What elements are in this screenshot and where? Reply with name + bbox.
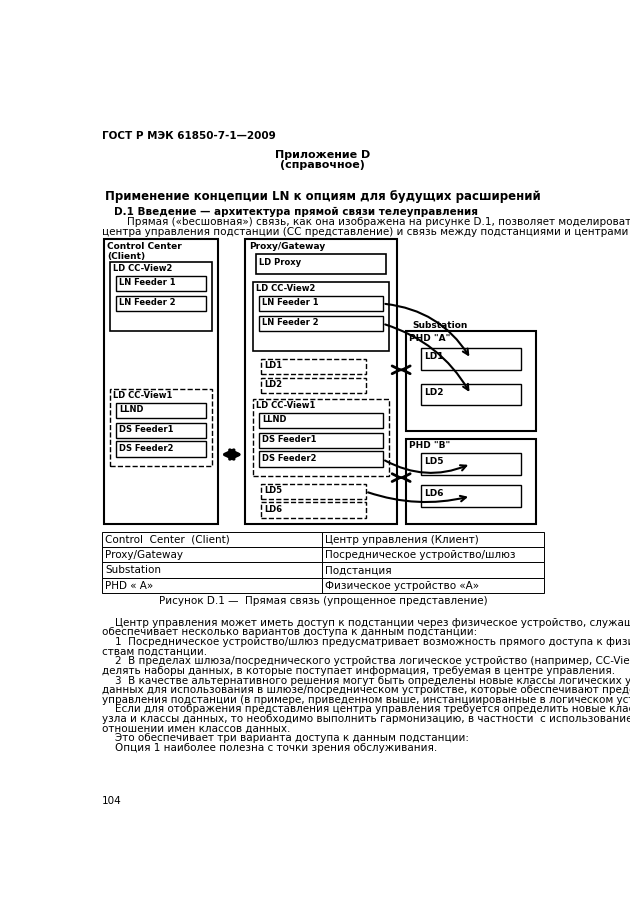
Text: LD CC-View1: LD CC-View1 [113,392,172,401]
Text: LN Feeder 2: LN Feeder 2 [119,299,176,307]
Bar [116,276,206,291]
Bar [421,486,520,507]
Text: данных для использования в шлюзе/посредническом устройстве, которые обеспечивают: данных для использования в шлюзе/посредн… [102,685,630,695]
Bar [406,439,536,524]
Bar [322,547,544,562]
Bar [421,348,520,370]
Bar [260,433,382,448]
Text: узла и классы данных, то необходимо выполнить гармонизацию, в частности  с испол: узла и классы данных, то необходимо выпо… [102,714,630,724]
Bar [322,531,544,547]
Bar [116,296,206,311]
Text: Если для отображения представления центра управления требуется определить новые : Если для отображения представления центр… [102,705,630,714]
Text: D.1 Введение — архитектура прямой связи телеуправления: D.1 Введение — архитектура прямой связи … [115,206,478,216]
Text: Proxy/Gateway: Proxy/Gateway [105,550,183,560]
Text: Физическое устройство «А»: Физическое устройство «А» [325,581,479,591]
Text: 1  Посредническое устройство/шлюз предусматривает возможность прямого доступа к : 1 Посредническое устройство/шлюз предусм… [102,637,630,647]
Text: LLND: LLND [263,415,287,425]
Bar [253,282,389,352]
Bar [322,578,544,593]
Bar [406,331,536,432]
Bar [116,403,206,418]
Bar [261,377,365,393]
Bar [260,296,382,311]
Text: LD1: LD1 [425,352,444,362]
Bar [102,578,322,593]
Text: DS Feeder1: DS Feeder1 [119,425,173,435]
Text: Подстанция: Подстанция [325,565,392,575]
Text: центра управления подстанции (СС представление) и связь между подстанциями и цен: центра управления подстанции (СС предста… [102,226,630,236]
Text: 104: 104 [102,796,122,806]
Text: Центр управления может иметь доступ к подстанции через физическое устройство, сл: Центр управления может иметь доступ к по… [102,618,630,628]
Text: DS Feeder2: DS Feeder2 [119,444,173,453]
Bar [260,316,382,331]
Text: DS Feeder1: DS Feeder1 [263,436,317,445]
Text: Control Center
(Client): Control Center (Client) [108,242,182,261]
Text: 2  В пределах шлюза/посреднического устройства логическое устройство (например, : 2 В пределах шлюза/посреднического устро… [102,656,630,666]
Text: LN Feeder 1: LN Feeder 1 [263,299,319,307]
Text: LD2: LD2 [425,387,444,396]
Bar [260,451,382,467]
Text: отношении имен классов данных.: отношении имен классов данных. [102,724,290,734]
Text: PHD "B": PHD "B" [409,441,450,450]
Text: DS Feeder2: DS Feeder2 [263,454,317,463]
Bar [245,239,396,524]
Text: Центр управления (Клиент): Центр управления (Клиент) [325,535,479,544]
Bar [110,262,212,331]
Text: LD Proxy: LD Proxy [260,258,301,268]
Text: Substation: Substation [412,321,467,331]
Text: ствам подстанции.: ствам подстанции. [102,646,207,656]
Bar [102,547,322,562]
Text: LLND: LLND [119,405,144,415]
Bar [256,255,386,274]
Text: LD6: LD6 [425,489,444,498]
Text: Рисунок D.1 —  Прямая связь (упрощенное представление): Рисунок D.1 — Прямая связь (упрощенное п… [159,596,487,606]
Text: Control  Center  (Client): Control Center (Client) [105,535,230,544]
Text: PHD "A": PHD "A" [409,333,450,342]
Bar [260,413,382,428]
Bar [103,239,218,524]
Bar [261,484,365,499]
Bar [116,441,206,456]
Text: управления подстанции (в примере, приведенном выше, инстанциированные в логическ: управления подстанции (в примере, привед… [102,695,630,705]
Text: Прямая («bесшовная») связь, как она изображена на рисунке D.1, позволяет моделир: Прямая («bесшовная») связь, как она изоб… [115,216,630,226]
Text: делять наборы данных, в которые поступает информация, требуемая в центре управле: делять наборы данных, в которые поступае… [102,666,615,676]
Text: PHD « А»: PHD « А» [105,581,153,591]
Text: LD5: LD5 [264,486,282,495]
Text: 3  В качестве альтернативного решения могут быть определены новые классы логичес: 3 В качестве альтернативного решения мог… [102,676,630,686]
Text: LD5: LD5 [425,456,444,466]
Text: LD2: LD2 [264,380,282,389]
Text: LD CC-View2: LD CC-View2 [256,284,316,293]
Bar [116,423,206,438]
Text: Применение концепции LN к опциям для будущих расширений: Применение концепции LN к опциям для буд… [105,191,541,204]
Bar [421,383,520,405]
Text: обеспечивает несколько вариантов доступа к данным подстанции:: обеспечивает несколько вариантов доступа… [102,627,478,637]
Bar [322,562,544,578]
Text: Приложение D: Приложение D [275,150,370,160]
Text: Опция 1 наиболее полезна с точки зрения обслуживания.: Опция 1 наиболее полезна с точки зрения … [102,743,437,753]
Bar [102,562,322,578]
Text: LD CC-View2: LD CC-View2 [113,265,172,273]
Text: LN Feeder 2: LN Feeder 2 [263,319,319,327]
Text: LD CC-View1: LD CC-View1 [256,402,316,410]
Text: Substation: Substation [105,565,161,575]
Text: Посредническое устройство/шлюз: Посредническое устройство/шлюз [325,550,516,560]
Bar [102,531,322,547]
Text: Proxy/Gateway: Proxy/Gateway [249,242,326,251]
Bar [110,389,212,466]
Bar [421,453,520,475]
Bar [253,399,389,476]
Text: Это обеспечивает три варианта доступа к данным подстанции:: Это обеспечивает три варианта доступа к … [102,733,469,743]
Text: LD6: LD6 [264,505,282,514]
Text: LN Feeder 1: LN Feeder 1 [119,278,176,288]
Bar [261,359,365,374]
Text: (справочное): (справочное) [280,160,365,170]
Text: ГОСТ Р МЭК 61850-7-1—2009: ГОСТ Р МЭК 61850-7-1—2009 [102,131,276,142]
Text: LD1: LD1 [264,362,282,371]
Bar [261,502,365,518]
